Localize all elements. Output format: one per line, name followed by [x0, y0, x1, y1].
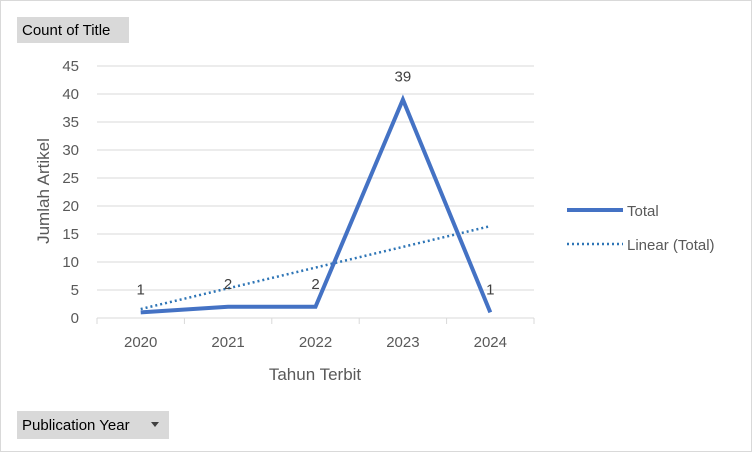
axis-field-label: Publication Year: [22, 416, 130, 434]
trendline-linear-total: [140, 224, 491, 311]
y-tick-label: 25: [62, 170, 79, 187]
y-tick-label: 45: [62, 58, 79, 75]
x-axis-ticks: 2020 2021 2022 2023 2024: [124, 334, 507, 351]
y-tick-label: 40: [62, 86, 79, 103]
y-tick-label: 15: [62, 226, 79, 243]
gridlines: [97, 65, 534, 291]
y-axis-ticks: 0 5 10 15 20 25 30 35 40 45: [62, 58, 79, 327]
x-tick-label: 2021: [211, 334, 244, 351]
axis-field-button[interactable]: Publication Year: [17, 411, 169, 439]
data-label: 39: [395, 69, 412, 86]
x-tick-label: 2024: [474, 334, 507, 351]
y-tick-label: 10: [62, 254, 79, 271]
x-axis-title: Tahun Terbit: [269, 365, 362, 384]
value-field-label: Count of Title: [22, 21, 111, 39]
y-tick-label: 20: [62, 198, 79, 215]
data-labels: 1 2 2 39 1: [137, 69, 495, 299]
data-label: 2: [311, 276, 319, 293]
x-axis: [96, 317, 535, 324]
data-label: 2: [224, 276, 232, 293]
x-tick-label: 2023: [386, 334, 419, 351]
chevron-down-icon[interactable]: [151, 422, 159, 427]
y-axis-title: Jumlah Artikel: [34, 138, 53, 244]
series-line-total: [140, 94, 493, 315]
x-tick-label: 2022: [299, 334, 332, 351]
legend-label-linear-total: Linear (Total): [627, 237, 715, 254]
y-tick-label: 5: [71, 282, 79, 299]
legend-label-total: Total: [627, 203, 659, 220]
value-field-button[interactable]: Count of Title: [17, 17, 129, 43]
y-tick-label: 35: [62, 114, 79, 131]
data-label: 1: [486, 281, 494, 298]
y-tick-label: 30: [62, 142, 79, 159]
legend: Total Linear (Total): [567, 203, 715, 254]
y-tick-label: 0: [71, 310, 79, 327]
x-tick-label: 2020: [124, 334, 157, 351]
data-label: 1: [137, 281, 145, 298]
